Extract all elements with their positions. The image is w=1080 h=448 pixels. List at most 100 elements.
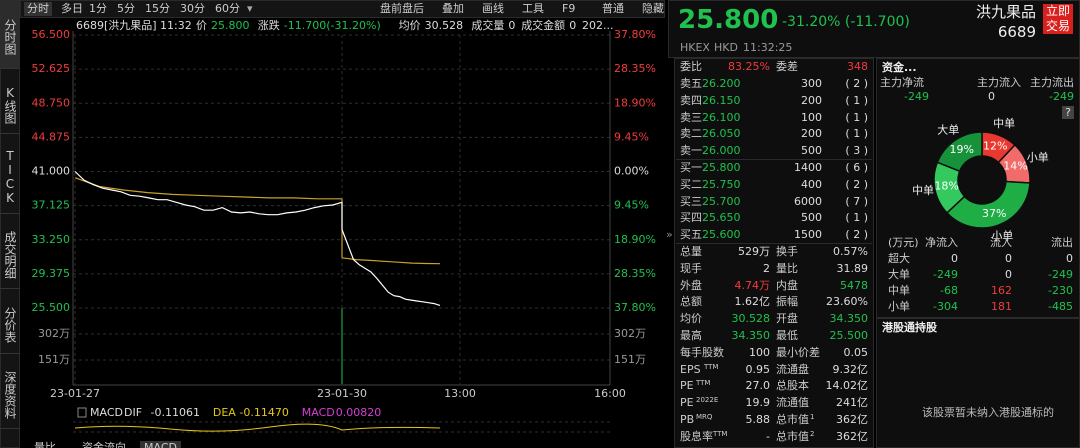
average-line xyxy=(74,177,342,200)
ob-price: 26.000 xyxy=(702,144,741,158)
stat-value: 241亿 xyxy=(836,396,868,410)
stat-value: 5478 xyxy=(840,278,868,292)
stat-label: 股息率 xyxy=(680,429,713,443)
ob-price: 26.200 xyxy=(702,77,741,90)
macd-name: MACD xyxy=(90,406,123,419)
y-tick-label: 56.500 xyxy=(32,28,71,41)
stat-value: 362亿 xyxy=(836,429,868,443)
macd-curve xyxy=(74,423,441,432)
stat-sup: TTM xyxy=(713,429,728,438)
divider xyxy=(676,159,872,160)
trade-button[interactable]: 立即交易 xyxy=(1043,4,1073,34)
stat-value: 0.95 xyxy=(745,362,771,376)
ob-count: ( 2 ) xyxy=(845,228,868,242)
stat-sup: 2022E xyxy=(696,396,719,405)
stat-label: 总额 xyxy=(680,295,702,309)
ob-qty: 1500 xyxy=(794,228,822,242)
toolbar-button[interactable]: 15分 xyxy=(145,2,170,15)
toolbar-button[interactable]: 工具 xyxy=(522,2,544,15)
toolbar-button[interactable]: F9 xyxy=(562,2,576,15)
side-tab[interactable]: 分时图 xyxy=(0,0,20,69)
ob-value: 348 xyxy=(847,60,868,73)
info-value: 0 xyxy=(569,19,577,32)
y2-tick-label: 28.35% xyxy=(614,267,656,280)
toolbar-button[interactable]: 30分 xyxy=(180,2,205,15)
stat-value: 34.350 xyxy=(731,329,771,342)
flow-value: -249 xyxy=(1048,268,1073,281)
collapse-arrow[interactable]: » xyxy=(666,228,673,241)
bottom-tab[interactable]: 资金流向 xyxy=(82,441,126,448)
flow-value: 162 xyxy=(991,284,1012,297)
toolbar-button[interactable]: 普通 xyxy=(602,2,624,15)
toolbar-button[interactable]: 1分 xyxy=(89,2,107,15)
flow-value: 0 xyxy=(951,252,958,265)
y-tick-label: 48.750 xyxy=(32,96,71,109)
y2-tick-label: 18.90% xyxy=(614,233,656,246)
stat-label: PE xyxy=(680,379,694,393)
divider xyxy=(676,243,872,244)
toolbar-button[interactable]: 60分 xyxy=(215,2,240,15)
volume-label: 151万 xyxy=(614,353,646,366)
toolbar-button[interactable]: 隐藏 xyxy=(642,2,664,15)
flow-label: 小单 xyxy=(888,300,910,313)
flow-value: -249 xyxy=(933,268,958,281)
ob-qty: 1400 xyxy=(794,161,822,174)
ob-level: 买一 xyxy=(680,161,702,174)
info-code: 6689[洪九果品] xyxy=(76,19,157,32)
info-label: 成交金额 xyxy=(521,19,566,32)
toolbar-dropdown[interactable]: ▾ xyxy=(247,2,253,15)
x-tick-label: 23-01-27 xyxy=(50,387,100,400)
ob-count: ( 2 ) xyxy=(845,177,868,191)
funds-value: -249 xyxy=(1049,90,1074,103)
ob-price: 26.100 xyxy=(702,110,741,124)
y2-tick-label: 9.45% xyxy=(614,199,649,212)
ob-price: 25.600 xyxy=(702,228,741,242)
funds-header: 主力流入 xyxy=(977,76,1021,89)
y2-tick-label: 18.90% xyxy=(614,96,656,109)
toolbar-button[interactable]: 分时 xyxy=(24,2,52,16)
ob-price: 26.050 xyxy=(702,127,741,141)
bottom-tab[interactable]: MACD xyxy=(140,441,181,448)
toolbar-button[interactable]: 盘前盘后 xyxy=(380,2,424,15)
volume-label: 151万 xyxy=(38,353,70,366)
flow-header: (万元) xyxy=(888,236,919,249)
toolbar-button[interactable]: 5分 xyxy=(117,2,135,15)
ob-count: ( 2 ) xyxy=(845,77,868,90)
flow-value: 0 xyxy=(1005,268,1012,281)
stat-label: 每手股数 xyxy=(680,345,724,359)
stat-label: 最小价差 xyxy=(776,345,820,359)
info-value: 25.800 xyxy=(211,19,250,32)
ob-count: ( 1 ) xyxy=(845,93,868,107)
y2-tick-label: 9.45% xyxy=(614,130,649,143)
flow-value: -230 xyxy=(1048,284,1073,297)
toolbar-button[interactable]: 画线 xyxy=(482,2,504,15)
hk-connect-bg xyxy=(876,318,1080,448)
stat-value: 2 xyxy=(763,261,770,275)
bottom-tab[interactable]: 量比 xyxy=(34,441,56,448)
side-tab[interactable]: 分价表 xyxy=(0,290,20,354)
macd-field-value: -0.11470 xyxy=(239,406,288,419)
side-tab[interactable]: 深度资料 xyxy=(0,355,20,429)
flow-label: 超大 xyxy=(888,252,910,265)
stat-value: 25.500 xyxy=(829,329,869,342)
side-tab[interactable]: 成交明细 xyxy=(0,215,20,289)
stat-value: 9.32亿 xyxy=(832,362,869,376)
toolbar-button[interactable]: 多日 xyxy=(61,2,83,15)
ob-count: ( 1 ) xyxy=(845,127,868,141)
macd-field-label: MACD xyxy=(302,406,335,419)
ob-level: 买五 xyxy=(680,228,702,242)
y-tick-label: 25.500 xyxy=(32,301,71,314)
ob-level: 买三 xyxy=(680,194,702,208)
side-tab[interactable]: TICK xyxy=(0,135,20,214)
ob-qty: 500 xyxy=(801,211,822,225)
funds-title: 资金... xyxy=(882,61,917,74)
stat-value: 31.89 xyxy=(836,261,869,275)
ob-qty: 200 xyxy=(801,93,822,107)
toolbar-button[interactable]: 叠加 xyxy=(442,2,464,15)
side-tab[interactable]: K线图 xyxy=(0,70,20,134)
help-icon[interactable]: ? xyxy=(1062,106,1074,119)
funds-header: 主力净流 xyxy=(880,76,924,89)
macd-field-label: DIF xyxy=(124,406,142,419)
stat-value: 529万 xyxy=(738,245,770,258)
stat-label: 内盘 xyxy=(776,278,798,292)
